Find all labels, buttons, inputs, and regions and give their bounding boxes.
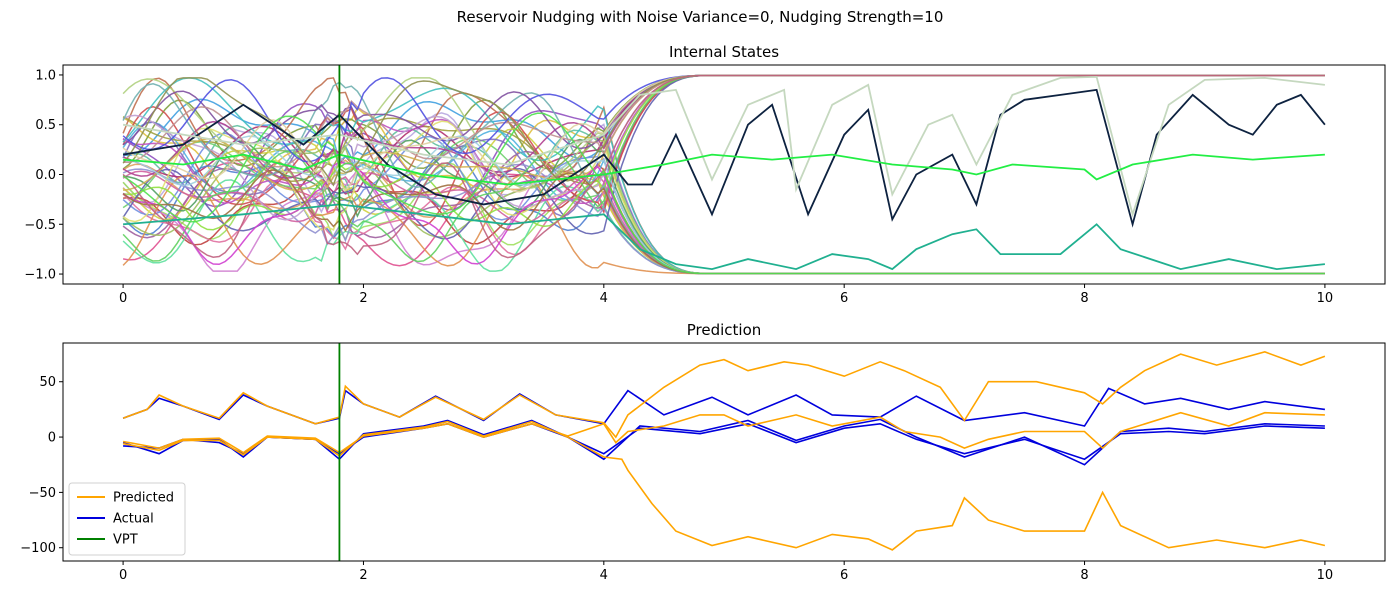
state-series-line bbox=[122, 74, 1325, 259]
internal-states-axes: Internal States 0 2 4 6 8 10 −1.0 −0.5 0.0 0.5 1.0 bbox=[24, 43, 1386, 306]
y-tick-label: 0 bbox=[48, 431, 56, 446]
x-tick-label: 8 bbox=[1080, 291, 1088, 306]
x-tick-label: 8 bbox=[1080, 568, 1088, 583]
state-series-line bbox=[122, 74, 1325, 163]
y-tick-label: −1.0 bbox=[24, 268, 56, 283]
x-tick-label: 2 bbox=[359, 291, 367, 306]
x-tick-label: 6 bbox=[840, 291, 848, 306]
legend: Predicted Actual VPT bbox=[68, 482, 186, 556]
predicted-series-line bbox=[122, 411, 1325, 454]
x-tick-label: 0 bbox=[119, 568, 127, 583]
y-tick-label: 0.0 bbox=[35, 168, 56, 183]
state-series-line bbox=[123, 203, 1325, 271]
legend-label: Actual bbox=[113, 512, 154, 527]
figure-title: Reservoir Nudging with Noise Variance=0,… bbox=[456, 8, 944, 26]
legend-frame bbox=[68, 482, 186, 556]
state-series-line bbox=[122, 148, 1325, 275]
state-series-line bbox=[122, 88, 1326, 228]
plot-area bbox=[122, 343, 1326, 561]
state-series-line bbox=[123, 153, 1325, 186]
axes-frame bbox=[62, 342, 1386, 562]
x-tick-label: 4 bbox=[600, 568, 608, 583]
legend-label: VPT bbox=[113, 533, 138, 548]
x-tick-label: 6 bbox=[840, 568, 848, 583]
y-tick-label: 0.5 bbox=[35, 118, 56, 133]
state-series-line bbox=[122, 112, 1325, 275]
y-tick-label: 50 bbox=[39, 375, 56, 390]
y-tick-label: −50 bbox=[29, 486, 56, 501]
y-tick-label: 1.0 bbox=[35, 68, 56, 83]
y-tick-label: −100 bbox=[20, 541, 56, 556]
plot-area bbox=[122, 65, 1326, 284]
predicted-series-line bbox=[122, 351, 1326, 439]
x-tick-label: 0 bbox=[119, 291, 127, 306]
y-tick-label: −0.5 bbox=[24, 218, 56, 233]
axes-title: Internal States bbox=[669, 43, 779, 61]
state-series-line bbox=[122, 74, 1325, 150]
legend-label: Predicted bbox=[113, 491, 174, 506]
x-tick-label: 10 bbox=[1317, 568, 1334, 583]
predicted-series-line bbox=[122, 420, 1326, 551]
actual-series-line bbox=[122, 387, 1326, 427]
actual-series-line bbox=[122, 418, 1325, 466]
state-series-line bbox=[123, 74, 1325, 160]
axes-title: Prediction bbox=[687, 321, 762, 339]
x-tick-label: 4 bbox=[600, 291, 608, 306]
state-series-line bbox=[122, 74, 1325, 240]
x-tick-label: 10 bbox=[1317, 291, 1334, 306]
state-series-line bbox=[122, 75, 1326, 218]
prediction-axes: Prediction 0 2 4 6 8 10 −100 −50 0 50 Predicted Actu… bbox=[20, 321, 1386, 583]
x-tick-label: 2 bbox=[359, 568, 367, 583]
